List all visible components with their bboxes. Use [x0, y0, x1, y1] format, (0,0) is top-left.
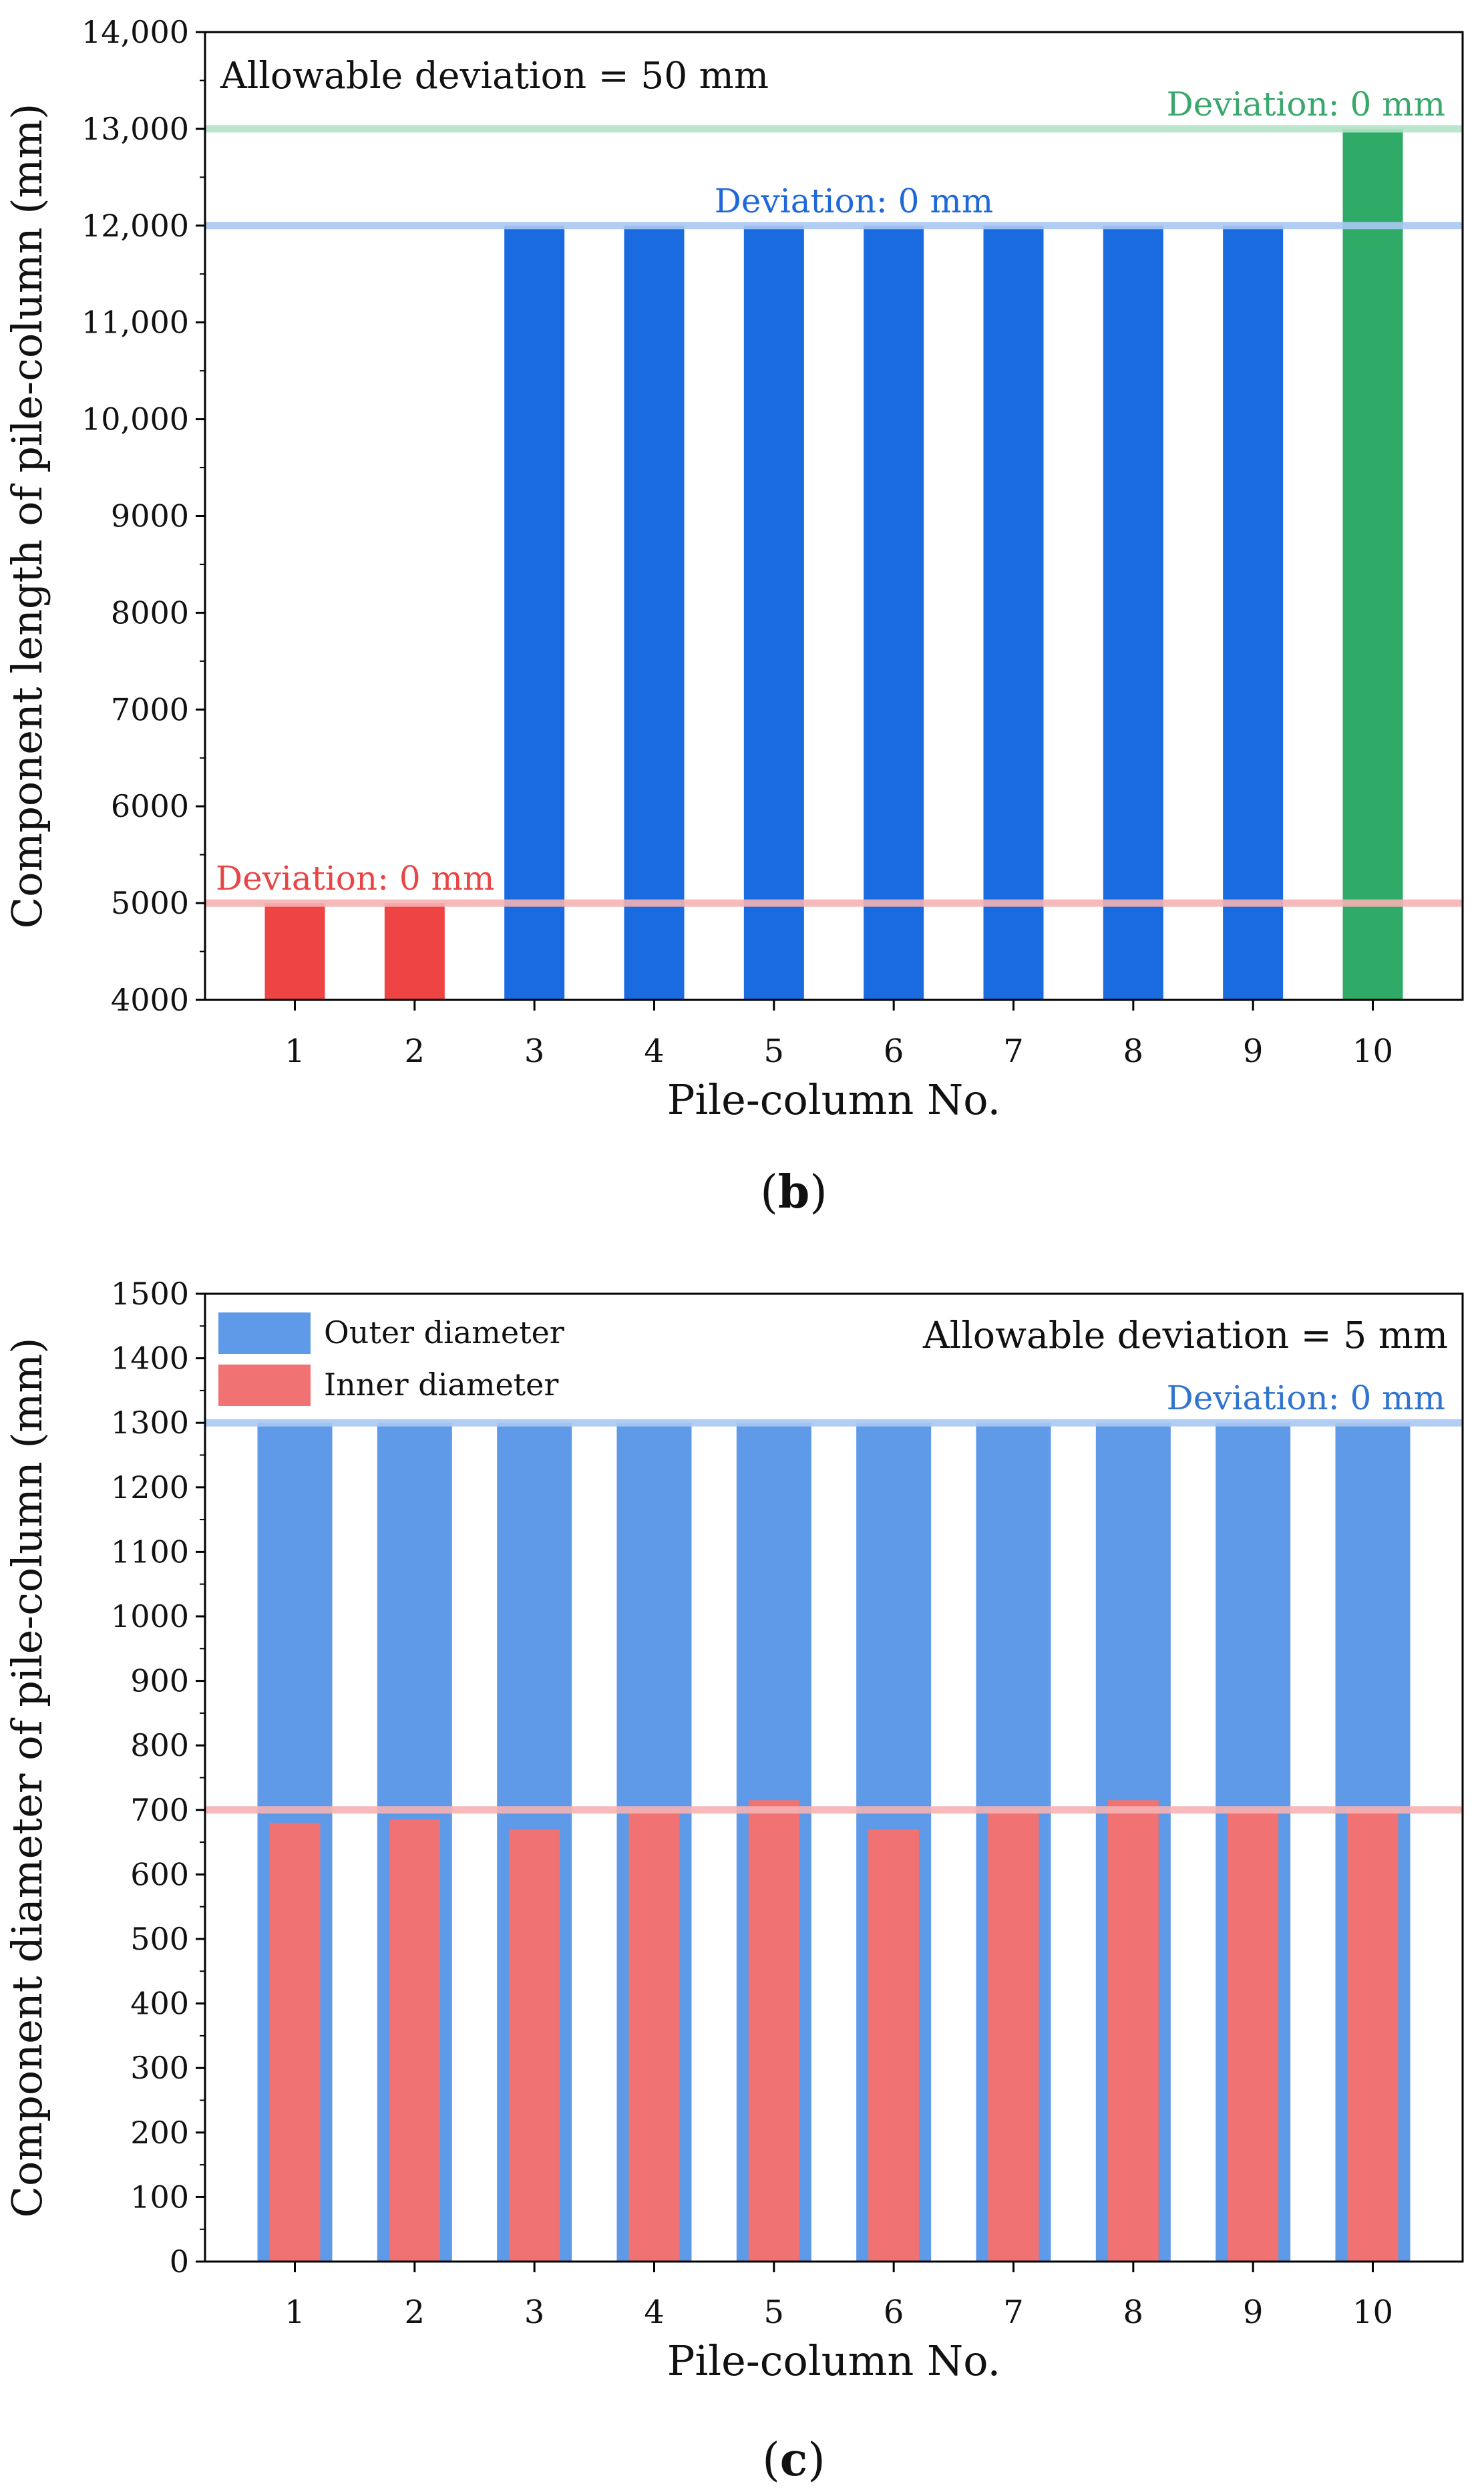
x-tick-label: 9: [1243, 2294, 1264, 2331]
bar-inner-diameter-8: [1107, 1800, 1159, 2262]
y-axis-title: Component length of pile-column (mm): [3, 104, 51, 929]
y-tick-label: 1100: [111, 1534, 189, 1570]
x-tick-label: 10: [1352, 1033, 1393, 1070]
bar-inner-diameter-6: [868, 1829, 920, 2262]
y-tick-label: 12,000: [81, 208, 189, 244]
x-tick-label: 2: [405, 2294, 425, 2331]
y-tick-label: 1300: [111, 1405, 189, 1441]
y-tick-label: 300: [130, 2050, 189, 2086]
bar-length-10: [1342, 128, 1403, 1000]
legend: Outer diameter Inner diameter: [218, 1312, 564, 1406]
y-tick-label: 1500: [111, 1276, 189, 1312]
y-tick-label: 14,000: [81, 14, 189, 50]
reference-line-label-5000: Deviation: 0 mm: [216, 859, 494, 898]
bar-inner-diameter-1: [269, 1823, 321, 2262]
y-tick-label: 11,000: [81, 305, 189, 341]
y-tick-label: 600: [130, 1856, 189, 1892]
bar-length-7: [983, 225, 1044, 1000]
y-axis-ticks: 4000 5000 6000 7000 8000 9000 10,000 11,000 12,0…: [81, 14, 205, 1018]
x-tick-label: 8: [1123, 2294, 1144, 2331]
x-tick-label: 7: [1003, 1033, 1024, 1070]
chart-panel-diameter: Deviation: 0 mm 010020030040050060070080…: [3, 1276, 1464, 2487]
y-tick-label: 10,000: [81, 401, 189, 437]
y-tick-label: 7000: [111, 691, 189, 727]
y-tick-label: 700: [130, 1792, 189, 1828]
reference-line-labels: Deviation: 0 mm: [1167, 1379, 1445, 1417]
allowable-deviation-note: Allowable deviation = 5 mm: [922, 1314, 1448, 1357]
bar-length-6: [864, 225, 924, 1000]
reference-line-label-12000: Deviation: 0 mm: [715, 182, 993, 220]
x-tick-label: 6: [884, 2294, 904, 2331]
y-tick-label: 1200: [111, 1469, 189, 1505]
y-tick-label: 1000: [111, 1598, 189, 1634]
x-axis-title: Pile-column No.: [667, 2336, 1000, 2385]
bar-inner-diameter-5: [748, 1800, 799, 2262]
x-tick-label: 2: [405, 1033, 425, 1070]
y-tick-label: 800: [130, 1727, 189, 1763]
y-axis-title: Component diameter of pile-column (mm): [3, 1338, 51, 2218]
x-tick-label: 3: [524, 2294, 545, 2331]
chart-panel-length: Deviation: 0 mm Deviation: 0 mm Deviation:…: [3, 14, 1464, 1219]
bars-group: [257, 1423, 1411, 2262]
x-tick-label: 1: [285, 1033, 305, 1070]
reference-line-labels: Deviation: 0 mm Deviation: 0 mm Deviation:…: [216, 85, 1445, 898]
bar-inner-diameter-4: [628, 1809, 680, 2262]
x-tick-label: 7: [1003, 2294, 1024, 2331]
bar-length-3: [504, 225, 565, 1000]
y-tick-label: 6000: [111, 788, 189, 824]
bar-inner-diameter-9: [1228, 1809, 1279, 2262]
bar-length-5: [743, 225, 804, 1000]
legend-label-inner: Inner diameter: [324, 1367, 558, 1403]
bar-length-2: [384, 903, 445, 1000]
bar-inner-diameter-7: [988, 1809, 1039, 2262]
y-tick-label: 0: [170, 2244, 189, 2280]
bar-inner-diameter-2: [389, 1819, 440, 2262]
x-tick-label: 4: [644, 2294, 665, 2331]
y-tick-label: 500: [130, 1921, 189, 1957]
x-tick-label: 5: [764, 1033, 785, 1070]
bar-length-1: [264, 903, 325, 1000]
bar-inner-diameter-3: [509, 1829, 560, 2262]
reference-lines: [205, 1419, 1463, 1814]
bar-length-9: [1223, 225, 1284, 1000]
x-tick-label: 5: [764, 2294, 785, 2331]
x-axis-title: Pile-column No.: [667, 1075, 1000, 1124]
bar-inner-diameter-10: [1347, 1809, 1399, 2262]
x-tick-label: 3: [524, 1033, 545, 1070]
y-tick-label: 5000: [111, 885, 189, 921]
legend-swatch-outer: [218, 1312, 311, 1354]
panel-label: (c): [762, 2433, 825, 2487]
x-tick-label: 8: [1123, 1033, 1144, 1070]
bar-length-4: [624, 225, 685, 1000]
y-tick-label: 400: [130, 1986, 189, 2022]
y-tick-label: 8000: [111, 594, 189, 631]
reference-line-label-1300: Deviation: 0 mm: [1167, 1379, 1445, 1417]
y-tick-label: 9000: [111, 498, 189, 534]
reference-line-label-13000: Deviation: 0 mm: [1167, 85, 1445, 124]
x-tick-label: 1: [285, 2294, 305, 2331]
x-tick-label: 6: [884, 1033, 904, 1070]
reference-lines: [205, 125, 1463, 907]
x-axis-ticks: 1 2 3 4 5 6 7 8 9 10: [285, 1000, 1393, 1070]
legend-label-outer: Outer diameter: [324, 1314, 564, 1351]
y-tick-label: 200: [130, 2115, 189, 2151]
bars-group: [264, 128, 1403, 1000]
y-tick-label: 1400: [111, 1341, 189, 1377]
panel-label: (b): [760, 1166, 827, 1219]
y-tick-label: 4000: [111, 982, 189, 1018]
y-tick-label: 100: [130, 2179, 189, 2215]
y-tick-label: 900: [130, 1663, 189, 1699]
bar-length-8: [1103, 225, 1163, 1000]
allowable-deviation-note: Allowable deviation = 50 mm: [220, 54, 769, 97]
x-tick-label: 4: [644, 1033, 665, 1070]
x-tick-label: 10: [1352, 2294, 1393, 2331]
legend-swatch-inner: [218, 1365, 311, 1406]
x-tick-label: 9: [1243, 1033, 1264, 1070]
y-tick-label: 13,000: [81, 111, 189, 147]
x-axis-ticks: 1 2 3 4 5 6 7 8 9 10: [285, 2262, 1393, 2331]
y-axis-ticks: 0 100 200 300 400 500 600 700 800 900 1000 1100 1200…: [111, 1276, 205, 2280]
